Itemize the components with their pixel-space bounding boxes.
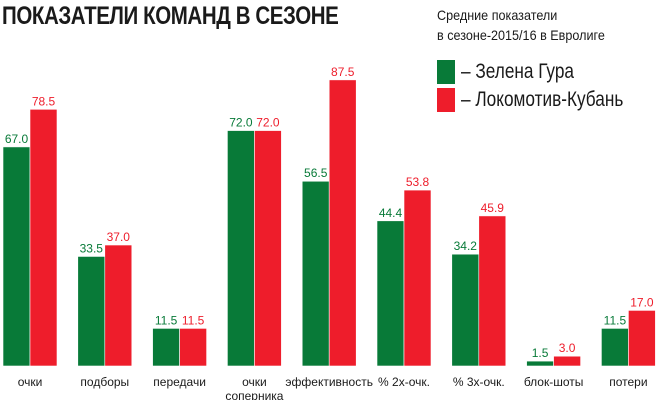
category-label-8: потери	[609, 375, 647, 389]
bar-lokomotiv-kuban-1	[104, 244, 133, 367]
bar-zielona-gora-4	[301, 180, 330, 367]
value-label-lokomotiv-kuban-3: 72.0	[256, 116, 280, 130]
subtitle-line-1: Средние показатели	[437, 7, 558, 23]
value-label-lokomotiv-kuban-4: 87.5	[331, 65, 355, 79]
value-label-lokomotiv-kuban-7: 3.0	[559, 341, 576, 355]
legend-swatch-red	[437, 88, 455, 112]
category-label-2: передачи	[153, 375, 206, 389]
bar-zielona-gora-1	[77, 256, 106, 367]
value-label-lokomotiv-kuban-1: 37.0	[107, 230, 131, 244]
value-label-lokomotiv-kuban-2: 11.5	[182, 313, 205, 327]
bar-zielona-gora-2	[152, 328, 180, 367]
bar-lokomotiv-kuban-8	[628, 310, 656, 367]
value-label-zielona-gora-4: 56.5	[304, 166, 328, 180]
value-label-zielona-gora-0: 67.0	[5, 132, 29, 146]
value-label-lokomotiv-kuban-8: 17.0	[630, 295, 654, 309]
value-label-lokomotiv-kuban-5: 53.8	[406, 175, 430, 189]
value-label-zielona-gora-2: 11.5	[155, 313, 178, 327]
category-label-4: эффективность	[285, 375, 373, 389]
legend-label-lokomotiv-kuban: – Локомотив-Кубань	[461, 88, 624, 111]
value-label-zielona-gora-7: 1.5	[532, 346, 549, 360]
subtitle-line-2: в сезоне-2015/16 в Евролиге	[437, 27, 605, 43]
bar-lokomotiv-kuban-2	[179, 328, 207, 367]
bar-lokomotiv-kuban-0	[29, 109, 58, 367]
category-label-3-line-0: очки	[242, 375, 267, 389]
category-label-3-line-1: соперника	[225, 389, 283, 400]
bar-zielona-gora-3	[227, 130, 255, 367]
bar-lokomotiv-kuban-3	[254, 130, 282, 367]
category-label-0: очки	[18, 375, 43, 389]
bar-zielona-gora-6	[451, 253, 480, 367]
legend-item-lokomotiv-kuban: – Локомотив-Кубань	[437, 86, 659, 114]
bar-zielona-gora-5	[376, 220, 405, 367]
value-label-zielona-gora-6: 34.2	[454, 239, 478, 253]
category-label-5: % 2х-очк.	[378, 375, 430, 389]
bar-zielona-gora-8	[601, 328, 629, 367]
chart-subtitle: Средние показатели в сезоне-2015/16 в Ев…	[437, 5, 605, 45]
category-label-7: блок-шоты	[524, 375, 584, 389]
bar-zielona-gora-7	[526, 360, 554, 367]
value-label-zielona-gora-5: 44.4	[379, 206, 403, 220]
bar-zielona-gora-0	[2, 146, 31, 367]
legend: – Зелена Гура – Локомотив-Кубань	[437, 58, 659, 114]
value-label-zielona-gora-1: 33.5	[80, 241, 104, 255]
legend-swatch-green	[437, 60, 455, 84]
bar-lokomotiv-kuban-5	[403, 189, 432, 367]
legend-item-zielona-gora: – Зелена Гура	[437, 58, 659, 86]
bar-lokomotiv-kuban-6	[478, 215, 507, 367]
value-label-lokomotiv-kuban-6: 45.9	[481, 201, 505, 215]
category-label-6: % 3х-очк.	[453, 375, 505, 389]
value-label-zielona-gora-8: 11.5	[604, 313, 627, 327]
bar-lokomotiv-kuban-4	[328, 79, 357, 367]
category-label-1: подборы	[80, 375, 129, 389]
value-label-zielona-gora-3: 72.0	[229, 116, 253, 130]
legend-label-zielona-gora: – Зелена Гура	[461, 60, 575, 83]
value-label-lokomotiv-kuban-0: 78.5	[32, 94, 56, 108]
chart-title: ПОКАЗАТЕЛИ КОМАНД В СЕЗОНЕ	[2, 2, 339, 30]
bar-lokomotiv-kuban-7	[553, 355, 581, 367]
